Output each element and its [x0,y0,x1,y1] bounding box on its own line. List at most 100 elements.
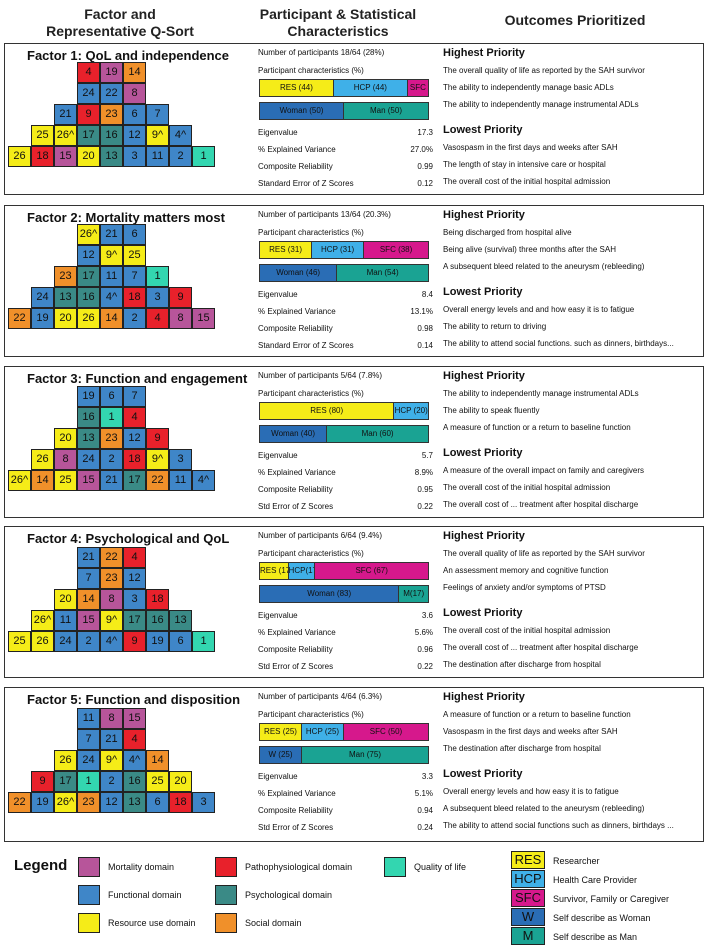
q-sort-cell: 16 [123,771,146,792]
participants-count: Number of participants 4/64 (6.3%) [258,692,383,701]
q-sort-cell: 9^ [100,245,123,266]
lowest-priority-item: Overall energy levels and how easy it is… [443,787,619,796]
factor-panel: Factor 5: Function and disposition 11 8 15 7… [4,687,704,842]
q-sort-cell: 11 [146,146,169,167]
q-sort-cell: 23 [100,104,123,125]
factor-title: Factor 5: Function and disposition [27,692,241,707]
factor-title: Factor 1: QoL and independence [27,48,230,63]
stat-label: Composite Reliability [258,485,333,494]
q-sort-cell: 11 [77,708,100,729]
q-sort-cell: 25 [146,771,169,792]
q-sort-cell: 22 [100,547,123,568]
q-sort-cell: 25 [54,470,77,491]
q-sort-cell: 7 [77,729,100,750]
q-sort-cell: 18 [169,792,192,813]
q-sort-cell: 21 [54,104,77,125]
q-sort-cell: 2 [100,771,123,792]
q-sort-cell: 23 [54,266,77,287]
q-sort-cell: 8 [100,708,123,729]
stat-value: 0.12 [417,179,433,188]
q-sort-cell: 9 [77,104,100,125]
gender-bar-segment-woman: Woman (46) [260,265,338,281]
q-sort-cell: 13 [77,428,100,449]
lowest-priority-item: Vasospasm in the first days and weeks af… [443,143,618,152]
highest-priority-item: The ability to independently manage inst… [443,389,639,398]
q-sort-cell: 24 [77,83,100,104]
q-sort-cell: 4 [146,308,169,329]
q-sort-cell: 12 [100,792,123,813]
q-sort-cell: 25 [123,245,146,266]
highest-priority-item: The ability to independently manage inst… [443,100,639,109]
q-sort-cell: 18 [123,449,146,470]
q-sort-cell: 9 [169,287,192,308]
lowest-priority-item: The overall cost of the initial hospital… [443,177,611,186]
q-sort-cell: 1 [100,407,123,428]
legend-swatch-Q [384,857,406,877]
role-bar-segment-hcp: HCP (44) [333,80,408,96]
q-sort-cell: 8 [169,308,192,329]
q-sort-cell: 9^ [146,449,169,470]
role-bar: RES (31) HCP (31) SFC (38) [259,241,429,259]
lowest-priority-item: The ability to return to driving [443,322,547,331]
q-sort-cell: 17 [123,470,146,491]
lowest-priority-heading: Lowest Priority [443,768,523,780]
q-sort-cell: 11 [100,266,123,287]
q-sort-cell: 23 [100,568,123,589]
legend-domain-label: Quality of life [414,862,467,872]
q-sort-cell: 26^ [8,470,31,491]
factor-title: Factor 2: Mortality matters most [27,210,225,225]
role-bar-segment-sfc: SFC (38) [364,242,428,258]
q-sort-cell: 2 [77,631,100,652]
q-sort-cell: 9^ [100,610,123,631]
q-sort-cell: 9^ [100,750,123,771]
highest-priority-item: Vasospasm in the first days and weeks af… [443,727,618,736]
highest-priority-item: Being discharged from hospital alive [443,228,572,237]
stat-value: 0.95 [417,485,433,494]
stat-value: 17.3 [417,128,433,137]
q-sort-cell: 12 [77,245,100,266]
stat-label: Composite Reliability [258,645,333,654]
stat-label: Composite Reliability [258,162,333,171]
q-sort-cell: 21 [100,224,123,245]
legend-key-hcp: HCP [511,870,545,888]
role-bar-segment-res: RES (25) [260,724,302,740]
q-sort-cell: 14 [31,470,54,491]
q-sort-cell: 24 [77,449,100,470]
highest-priority-item: The destination after discharge from hos… [443,744,601,753]
highest-priority-item: The overall quality of life as reported … [443,66,645,75]
q-sort-cell: 16 [146,610,169,631]
q-sort-cell: 13 [169,610,192,631]
q-sort-cell: 9 [123,631,146,652]
participants-count: Number of participants 6/64 (9.4%) [258,531,383,540]
lowest-priority-item: The overall cost of the initial hospital… [443,483,611,492]
q-sort-cell: 4 [123,407,146,428]
stat-value: 0.14 [417,341,433,350]
q-sort-cell: 8 [100,589,123,610]
legend-swatch-M [78,857,100,877]
header-factor: Factor and Representative Q-Sort [46,6,194,39]
q-sort-cell: 6 [100,386,123,407]
role-bar: RES (44) HCP (44) SFC [259,79,429,97]
legend-domain-label: Pathophysiological domain [245,862,353,872]
q-sort-cell: 1 [77,771,100,792]
stat-label: Standard Error of Z Scores [258,341,354,350]
stat-value: 0.24 [417,823,433,832]
role-bar-segment-res: RES (80) [260,403,395,419]
stat-label: Std Error of Z Scores [258,662,334,671]
q-sort-cell: 21 [100,470,123,491]
stat-label: % Explained Variance [258,468,336,477]
q-sort-cell: 1 [192,146,215,167]
q-sort-cell: 2 [100,449,123,470]
q-sort-cell: 7 [146,104,169,125]
q-sort-cell: 21 [100,729,123,750]
gender-bar-segment-man: Man (75) [302,747,428,763]
legend-domain-label: Resource use domain [108,918,196,928]
stat-value: 0.99 [417,162,433,171]
gender-bar: Woman (50) Man (50) [259,102,429,120]
role-bar-segment-sfc: SFC [407,80,428,96]
stat-label: Composite Reliability [258,324,333,333]
role-bar-segment-res: RES (44) [260,80,334,96]
stat-label: % Explained Variance [258,307,336,316]
q-sort-cell: 18 [146,589,169,610]
q-sort-cell: 26^ [54,125,77,146]
